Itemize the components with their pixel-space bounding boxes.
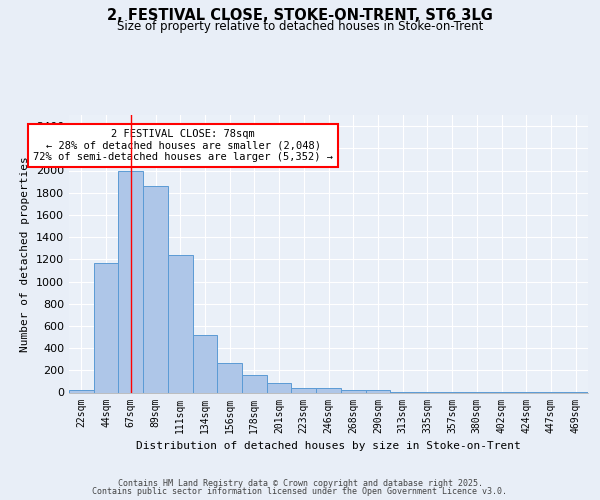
Bar (267, 382, 292, 392)
Bar (217, 362, 242, 392)
Y-axis label: Number of detached properties: Number of detached properties (20, 156, 31, 352)
Bar (168, 255, 193, 392)
Bar (341, 390, 365, 392)
Bar (242, 376, 267, 392)
X-axis label: Distribution of detached houses by size in Stoke-on-Trent: Distribution of detached houses by size … (136, 441, 521, 451)
Bar (69, 390, 94, 392)
Text: Contains HM Land Registry data © Crown copyright and database right 2025.: Contains HM Land Registry data © Crown c… (118, 478, 482, 488)
Text: Size of property relative to detached houses in Stoke-on-Trent: Size of property relative to detached ho… (117, 20, 483, 33)
Bar (193, 335, 217, 392)
Text: Contains public sector information licensed under the Open Government Licence v3: Contains public sector information licen… (92, 487, 508, 496)
Text: 2, FESTIVAL CLOSE, STOKE-ON-TRENT, ST6 3LG: 2, FESTIVAL CLOSE, STOKE-ON-TRENT, ST6 3… (107, 8, 493, 22)
Bar (94, 262, 118, 392)
Bar (316, 388, 341, 392)
Text: 2 FESTIVAL CLOSE: 78sqm
← 28% of detached houses are smaller (2,048)
72% of semi: 2 FESTIVAL CLOSE: 78sqm ← 28% of detache… (33, 129, 333, 162)
Bar (365, 390, 390, 392)
Bar (292, 388, 316, 392)
Bar (143, 186, 168, 392)
Bar (118, 170, 143, 392)
